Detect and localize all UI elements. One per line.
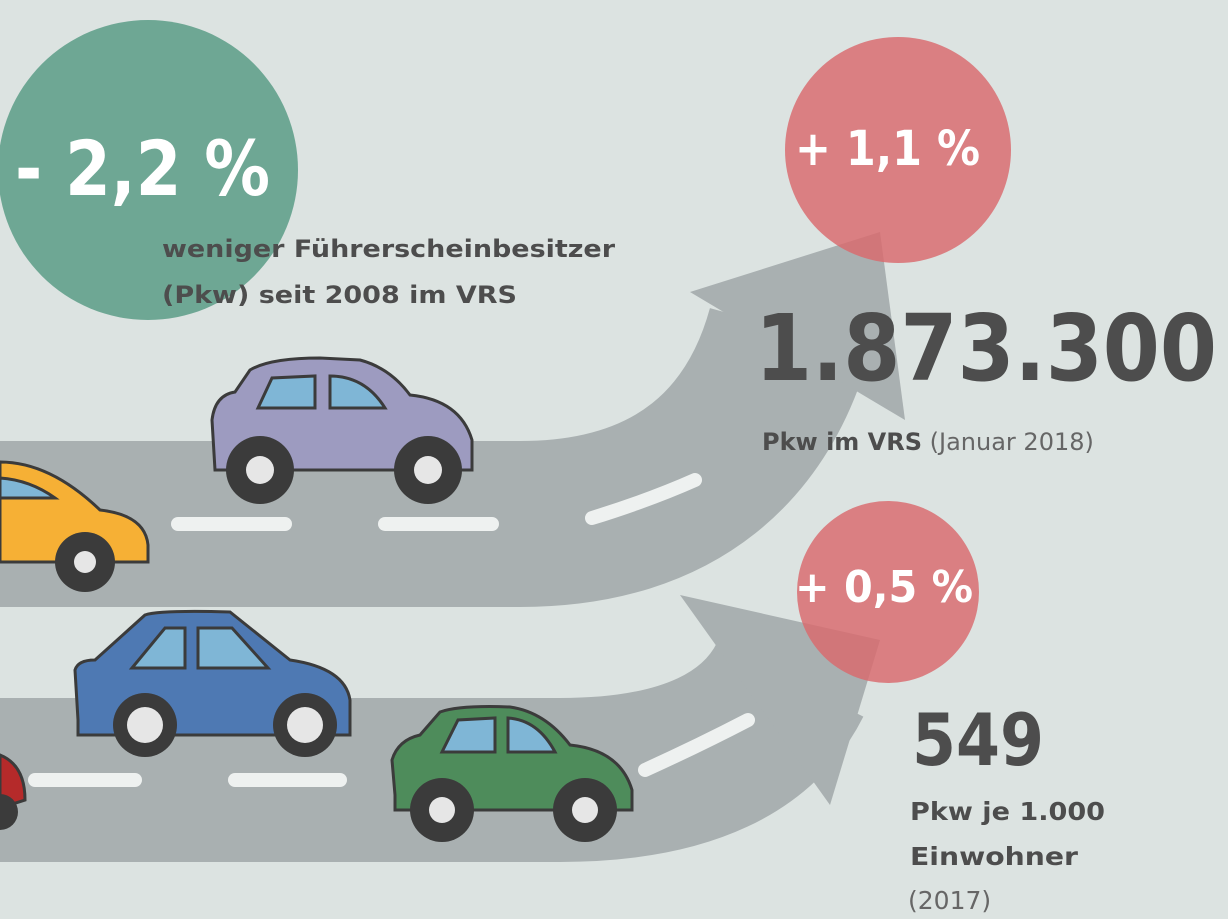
stat-label-bold: Pkw im VRS xyxy=(762,428,922,456)
stat-description: weniger Führerscheinbesitzer xyxy=(162,235,615,263)
stat-value: 1.873.300 xyxy=(755,295,1217,402)
stat-label-note: (2017) xyxy=(908,886,991,915)
stat-change: + 0,5 % xyxy=(795,562,973,613)
stat-description: (Pkw) seit 2008 im VRS xyxy=(162,281,517,309)
stat-label-note: (Januar 2018) xyxy=(930,428,1094,456)
stat-label-bold: Einwohner xyxy=(910,842,1079,871)
stat-label-bold: Pkw je 1.000 xyxy=(910,797,1105,826)
stat-value: 549 xyxy=(912,698,1044,782)
stat-value: - 2,2 % xyxy=(15,124,270,213)
infographic: - 2,2 % weniger Führerscheinbesitzer (Pk… xyxy=(0,0,1228,919)
stat-label: Pkw im VRS (Januar 2018) xyxy=(762,428,1094,456)
stat-change: + 1,1 % xyxy=(795,121,980,177)
